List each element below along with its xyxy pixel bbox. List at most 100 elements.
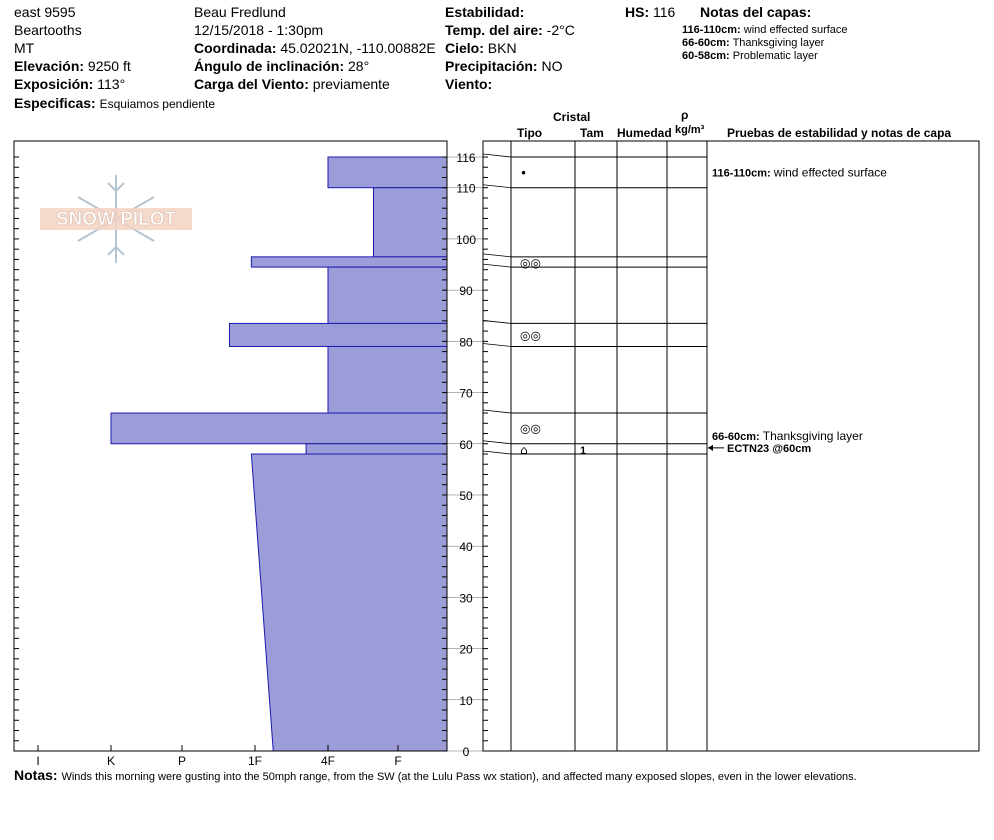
wind-label: Viento:: [445, 76, 493, 92]
layer-boundary-connector: [482, 320, 512, 324]
crystal-header: Cristal: [553, 110, 591, 124]
moisture-header: Humedad: [617, 126, 672, 140]
hardness-tick-label: F: [394, 754, 401, 768]
air-temp-label: Temp. del aire:: [445, 22, 543, 38]
rho-header: ρ: [681, 108, 689, 122]
sky-row: Cielo: BKN: [445, 40, 517, 56]
hardness-tick-label: P: [178, 754, 186, 768]
wind-load-row: Carga del Viento: previamente: [194, 76, 390, 92]
hardness-bar: [305, 443, 448, 455]
coordinate-row: Coordinada: 45.02021N, -110.00882E: [194, 40, 436, 56]
hardness-bar: [327, 345, 448, 414]
layer-boundary-connector: [482, 153, 512, 158]
layer-table-frame: [482, 140, 980, 752]
layer-boundary-connector: [482, 450, 512, 455]
specifics-label: Especificas:: [14, 95, 96, 111]
air-temp-row: Temp. del aire: -2°C: [445, 22, 575, 38]
layer-boundary-connector: [482, 440, 512, 445]
aspect-label: Exposición:: [14, 76, 94, 92]
layer-note: 116-110cm: wind effected surface: [682, 24, 848, 37]
location-name: east 9595: [14, 4, 76, 20]
hardness-bar: [373, 187, 448, 258]
precip-row: Precipitación: NO: [445, 58, 562, 74]
hardness-bar: [327, 156, 448, 189]
grain-form-symbol: ◎◎: [520, 256, 541, 270]
size-header: Tam: [580, 126, 604, 140]
coordinate-value: 45.02021N, -110.00882E: [280, 40, 436, 56]
depth-tick-label: 90: [459, 284, 473, 298]
grain-form-symbol: ◎◎: [520, 329, 541, 343]
elevation-value: 9250 ft: [87, 58, 131, 74]
layer-note-text: Problematic layer: [732, 50, 818, 62]
specifics-value: Esquiamos pendiente: [99, 97, 216, 111]
slope-label: Ángulo de inclinación:: [194, 58, 345, 74]
slope-row: Ángulo de inclinación: 28°: [194, 58, 369, 74]
depth-tick-label: 40: [459, 540, 473, 554]
layer-note: 60-58cm: Problematic layer: [682, 50, 818, 63]
state: MT: [14, 40, 35, 56]
grain-size-label: 1: [580, 445, 586, 457]
annotation-text: Thanksgiving layer: [763, 429, 863, 443]
type-header: Tipo: [517, 126, 543, 140]
annotation-text: wind effected surface: [773, 165, 888, 179]
slope-value: 28°: [348, 58, 370, 74]
layer-note-text: wind effected surface: [743, 24, 848, 36]
layer-note-range: 60-58cm:: [682, 50, 730, 62]
precip-label: Precipitación:: [445, 58, 538, 74]
depth-tick-label: 30: [459, 591, 473, 605]
notes-row: Notas: Winds this morning were gusting i…: [14, 767, 857, 784]
density-unit-header: kg/m³: [675, 124, 705, 136]
hardness-chart-frame: [13, 140, 448, 752]
stability-test-arrowhead: [708, 444, 713, 451]
layer-boundary-connector: [482, 409, 512, 414]
stability-label: Estabilidad:: [445, 4, 525, 20]
aspect-value: 113°: [97, 76, 126, 92]
snowpilot-logo: SNOW PILOT: [40, 175, 192, 263]
depth-tick-label: 0: [463, 745, 470, 759]
layer-annotation: 116-110cm: wind effected surface: [712, 165, 887, 179]
observer: Beau Fredlund: [194, 4, 286, 20]
hardness-bar: [228, 322, 448, 347]
grain-forms: • ◎◎ ◎◎ ◎◎ ⌂ 1: [520, 166, 586, 457]
coordinate-label: Coordinada:: [194, 40, 277, 56]
elevation-row: Elevación: 9250 ft: [14, 58, 131, 74]
sky-value: BKN: [487, 40, 517, 56]
hardness-profile: [110, 156, 448, 752]
layer-notes-title: Notas del capas:: [700, 4, 812, 20]
depth-tick-label: 116: [456, 151, 475, 165]
depth-tick-label: 20: [459, 643, 473, 657]
hardness-axis: I K P 1F 4F F: [36, 745, 402, 768]
hardness-tick-label: 4F: [321, 754, 335, 768]
grain-form-symbol: ◎◎: [520, 421, 541, 435]
hardness-bar: [327, 266, 448, 324]
hardness-bar: [250, 256, 448, 268]
datetime: 12/15/2018 - 1:30pm: [194, 22, 324, 38]
wind-load-label: Carga del Viento:: [194, 76, 309, 92]
hardness-bar: [110, 412, 448, 445]
layer-boundaries: [482, 153, 707, 455]
mountain-range: Beartooths: [14, 22, 82, 38]
depth-tick-label: 80: [459, 335, 473, 349]
stability-test-label: ECTN23 @60cm: [727, 443, 811, 455]
hardness-bar: [250, 453, 448, 752]
wind-load-value: previamente: [312, 76, 390, 92]
grain-form-symbol: •: [520, 166, 527, 180]
notes-text: Winds this morning were gusting into the…: [61, 771, 857, 783]
layer-note-text: Thanksgiving layer: [732, 37, 825, 49]
precip-value: NO: [541, 58, 563, 74]
grain-form-symbol: ⌂: [520, 443, 528, 457]
layer-note-range: 66-60cm:: [682, 37, 730, 49]
depth-tick-label: 10: [459, 694, 473, 708]
sky-label: Cielo:: [445, 40, 484, 56]
depth-tick-label: 60: [459, 438, 473, 452]
layer-boundary-connector: [482, 253, 512, 258]
layer-note-range: 116-110cm:: [682, 24, 741, 36]
aspect-row: Exposición: 113°: [14, 76, 125, 92]
layer-annotation: 66-60cm: Thanksgiving layer: [712, 429, 863, 443]
hardness-tick-label: I: [36, 754, 39, 768]
elevation-label: Elevación:: [14, 58, 85, 74]
logo-text: SNOW PILOT: [56, 209, 177, 230]
tests-header: Pruebas de estabilidad y notas de capa: [727, 126, 952, 140]
hs-row: HS: 116: [625, 4, 675, 20]
